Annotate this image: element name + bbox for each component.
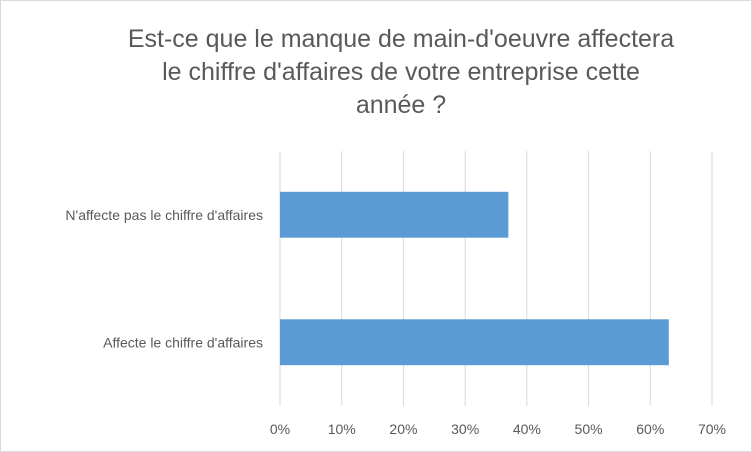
chart-title-line-1: Est-ce que le manque de main-d'oeuvre af… [127, 25, 675, 53]
x-tick-label: 50% [575, 421, 603, 437]
x-tick-label: 40% [513, 421, 541, 437]
bar [280, 191, 509, 238]
x-tick-label: 70% [698, 421, 726, 437]
x-tick-label: 30% [451, 421, 479, 437]
chart-title-line-3: année ? [355, 91, 447, 119]
chart-title: Est-ce que le manque de main-d'oeuvre af… [61, 23, 741, 122]
x-tick-label: 10% [328, 421, 356, 437]
category-label: Affecte le chiffre d'affaires [103, 334, 263, 350]
bar [280, 319, 669, 366]
chart-title-line-2: le chiffre d'affaires de votre entrepris… [162, 58, 640, 86]
x-tick-label: 60% [636, 421, 664, 437]
category-label: N'affecte pas le chiffre d'affaires [65, 207, 263, 223]
x-tick-label: 20% [389, 421, 417, 437]
x-tick-label: 0% [270, 421, 290, 437]
